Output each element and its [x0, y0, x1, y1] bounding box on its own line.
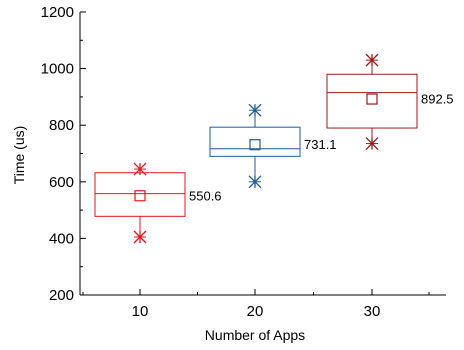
min-marker: [133, 230, 147, 244]
max-marker: [248, 103, 262, 117]
min-marker: [248, 175, 262, 189]
axes: 200 400 600 800 1000 1200 10 20 30: [41, 4, 446, 320]
y-tick-label: 200: [49, 287, 74, 304]
max-marker: [133, 162, 147, 176]
boxes: 550.6 731.1 892.5: [94, 53, 454, 244]
y-tick-label: 1000: [41, 61, 74, 78]
y-tick-label: 400: [49, 230, 74, 247]
box-iqr: [94, 172, 186, 217]
x-tick-label: 20: [247, 303, 264, 320]
x-tick-label: 30: [364, 303, 381, 320]
x-axis-title: Number of Apps: [205, 327, 305, 343]
box-iqr: [326, 73, 418, 129]
min-marker: [365, 137, 379, 151]
box-iqr: [209, 126, 301, 157]
box-group-20: 731.1: [209, 103, 337, 189]
box-group-10: 550.6: [94, 162, 222, 244]
y-tick-label: 800: [49, 117, 74, 134]
y-axis-title: Time (us): [11, 126, 27, 185]
x-tick-label: 10: [132, 303, 149, 320]
mean-label: 731.1: [304, 137, 337, 152]
mean-label: 550.6: [189, 188, 222, 203]
mean-marker: [249, 139, 261, 151]
max-marker: [365, 53, 379, 67]
mean-marker: [366, 93, 378, 105]
y-tick-label: 600: [49, 174, 74, 191]
mean-label: 892.5: [421, 92, 454, 107]
mean-marker: [134, 190, 146, 202]
box-group-30: 892.5: [326, 53, 454, 151]
y-tick-label: 1200: [41, 4, 74, 21]
